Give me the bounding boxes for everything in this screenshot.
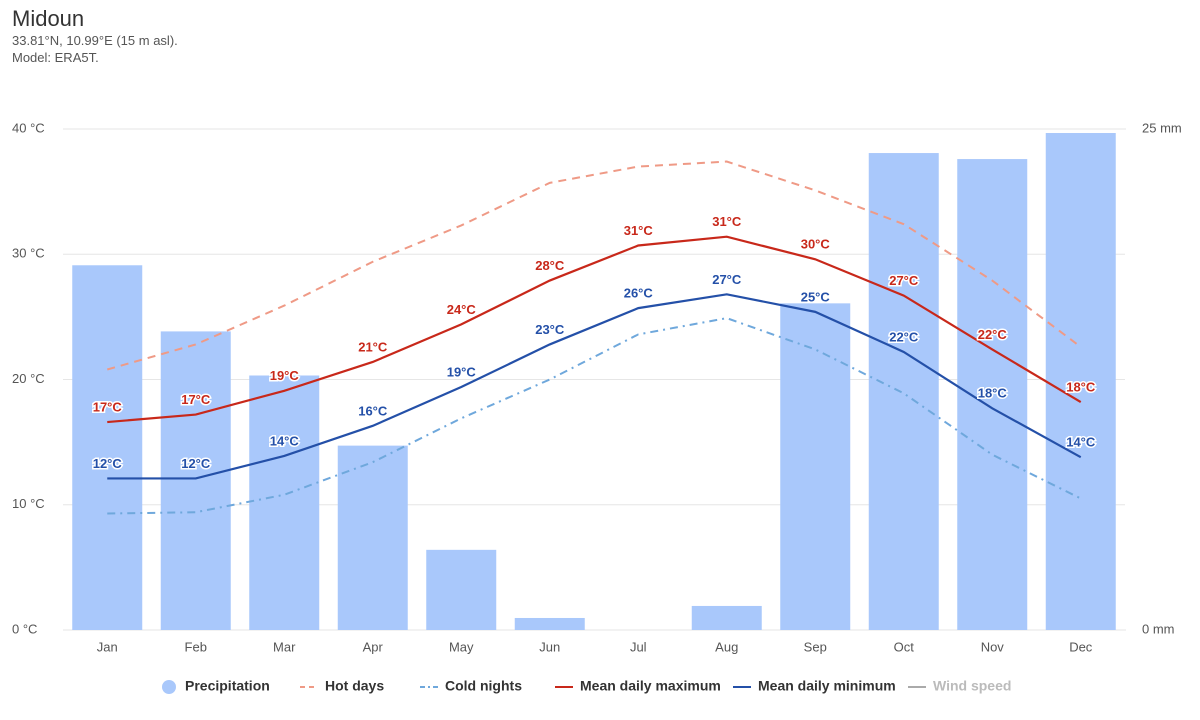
- line: [107, 235, 1082, 424]
- x-tick-label: Feb: [185, 639, 207, 654]
- y-tick-label: 30 °C: [12, 246, 45, 261]
- y-tick-label: 0 °C: [12, 621, 37, 636]
- data-label: 21°C: [358, 339, 388, 354]
- subtitle: 33.81°N, 10.99°E (15 m asl).: [12, 33, 178, 48]
- legend-label: Wind speed: [933, 678, 1011, 694]
- bar: [160, 331, 231, 630]
- line: [106, 160, 1082, 371]
- data-label: 25°C: [801, 289, 831, 304]
- x-tick-label: Nov: [981, 639, 1005, 654]
- data-label: 24°C: [447, 302, 477, 317]
- y2-tick-label: 25 mm: [1142, 120, 1182, 135]
- data-label: 16°C: [358, 403, 388, 418]
- header: Midoun 33.81°N, 10.99°E (15 m asl). Mode…: [12, 6, 178, 66]
- data-label: 27°C: [889, 273, 919, 288]
- x-tick-label: Sep: [804, 639, 827, 654]
- x-tick-label: Jan: [97, 639, 118, 654]
- data-label: 23°C: [535, 322, 565, 337]
- bar: [691, 605, 762, 630]
- bar: [780, 303, 851, 630]
- y-tick-label: 10 °C: [12, 496, 45, 511]
- data-label: 18°C: [1066, 379, 1096, 394]
- bar: [249, 375, 320, 630]
- data-label: 28°C: [535, 258, 565, 273]
- data-label: 14°C: [1066, 435, 1096, 450]
- data-label: 19°C: [270, 368, 300, 383]
- y-tick-label: 40 °C: [12, 120, 45, 135]
- legend-symbol: [162, 680, 176, 694]
- legend-label: Precipitation: [185, 678, 270, 694]
- data-label: 22°C: [978, 327, 1008, 342]
- data-label: 17°C: [181, 392, 211, 407]
- bar: [1045, 133, 1116, 630]
- legend-label: Cold nights: [445, 678, 522, 694]
- legend-label: Hot days: [325, 678, 384, 694]
- x-tick-label: Apr: [363, 639, 384, 654]
- bar: [426, 549, 497, 630]
- subtitle: Model: ERA5T.: [12, 50, 99, 65]
- y2-tick-label: 0 mm: [1142, 621, 1175, 636]
- x-tick-label: May: [449, 639, 474, 654]
- data-label: 19°C: [447, 364, 477, 379]
- x-tick-label: Jul: [630, 639, 647, 654]
- data-label: 26°C: [624, 286, 654, 301]
- data-label: 31°C: [712, 214, 742, 229]
- data-label: 31°C: [624, 223, 654, 238]
- data-label: 12°C: [181, 456, 211, 471]
- title: Midoun: [12, 6, 85, 31]
- x-tick-label: Dec: [1069, 639, 1093, 654]
- data-label: 27°C: [712, 272, 742, 287]
- legend-label: Mean daily minimum: [758, 678, 896, 694]
- bar: [868, 153, 939, 630]
- data-label: 17°C: [93, 400, 123, 415]
- data-label: 12°C: [93, 456, 123, 471]
- bar: [337, 445, 408, 630]
- line: [107, 293, 1082, 480]
- data-label: 18°C: [978, 386, 1008, 401]
- data-label: 22°C: [889, 329, 919, 344]
- line: [107, 317, 1082, 515]
- bar: [514, 617, 585, 630]
- x-tick-label: Aug: [715, 639, 738, 654]
- x-tick-label: Mar: [273, 639, 296, 654]
- x-tick-label: Jun: [539, 639, 560, 654]
- x-tick-label: Oct: [894, 639, 915, 654]
- legend-label: Mean daily maximum: [580, 678, 721, 694]
- bar: [957, 159, 1028, 630]
- bar: [72, 265, 143, 630]
- y-tick-label: 20 °C: [12, 371, 45, 386]
- data-label: 30°C: [801, 237, 831, 252]
- data-label: 14°C: [270, 433, 300, 448]
